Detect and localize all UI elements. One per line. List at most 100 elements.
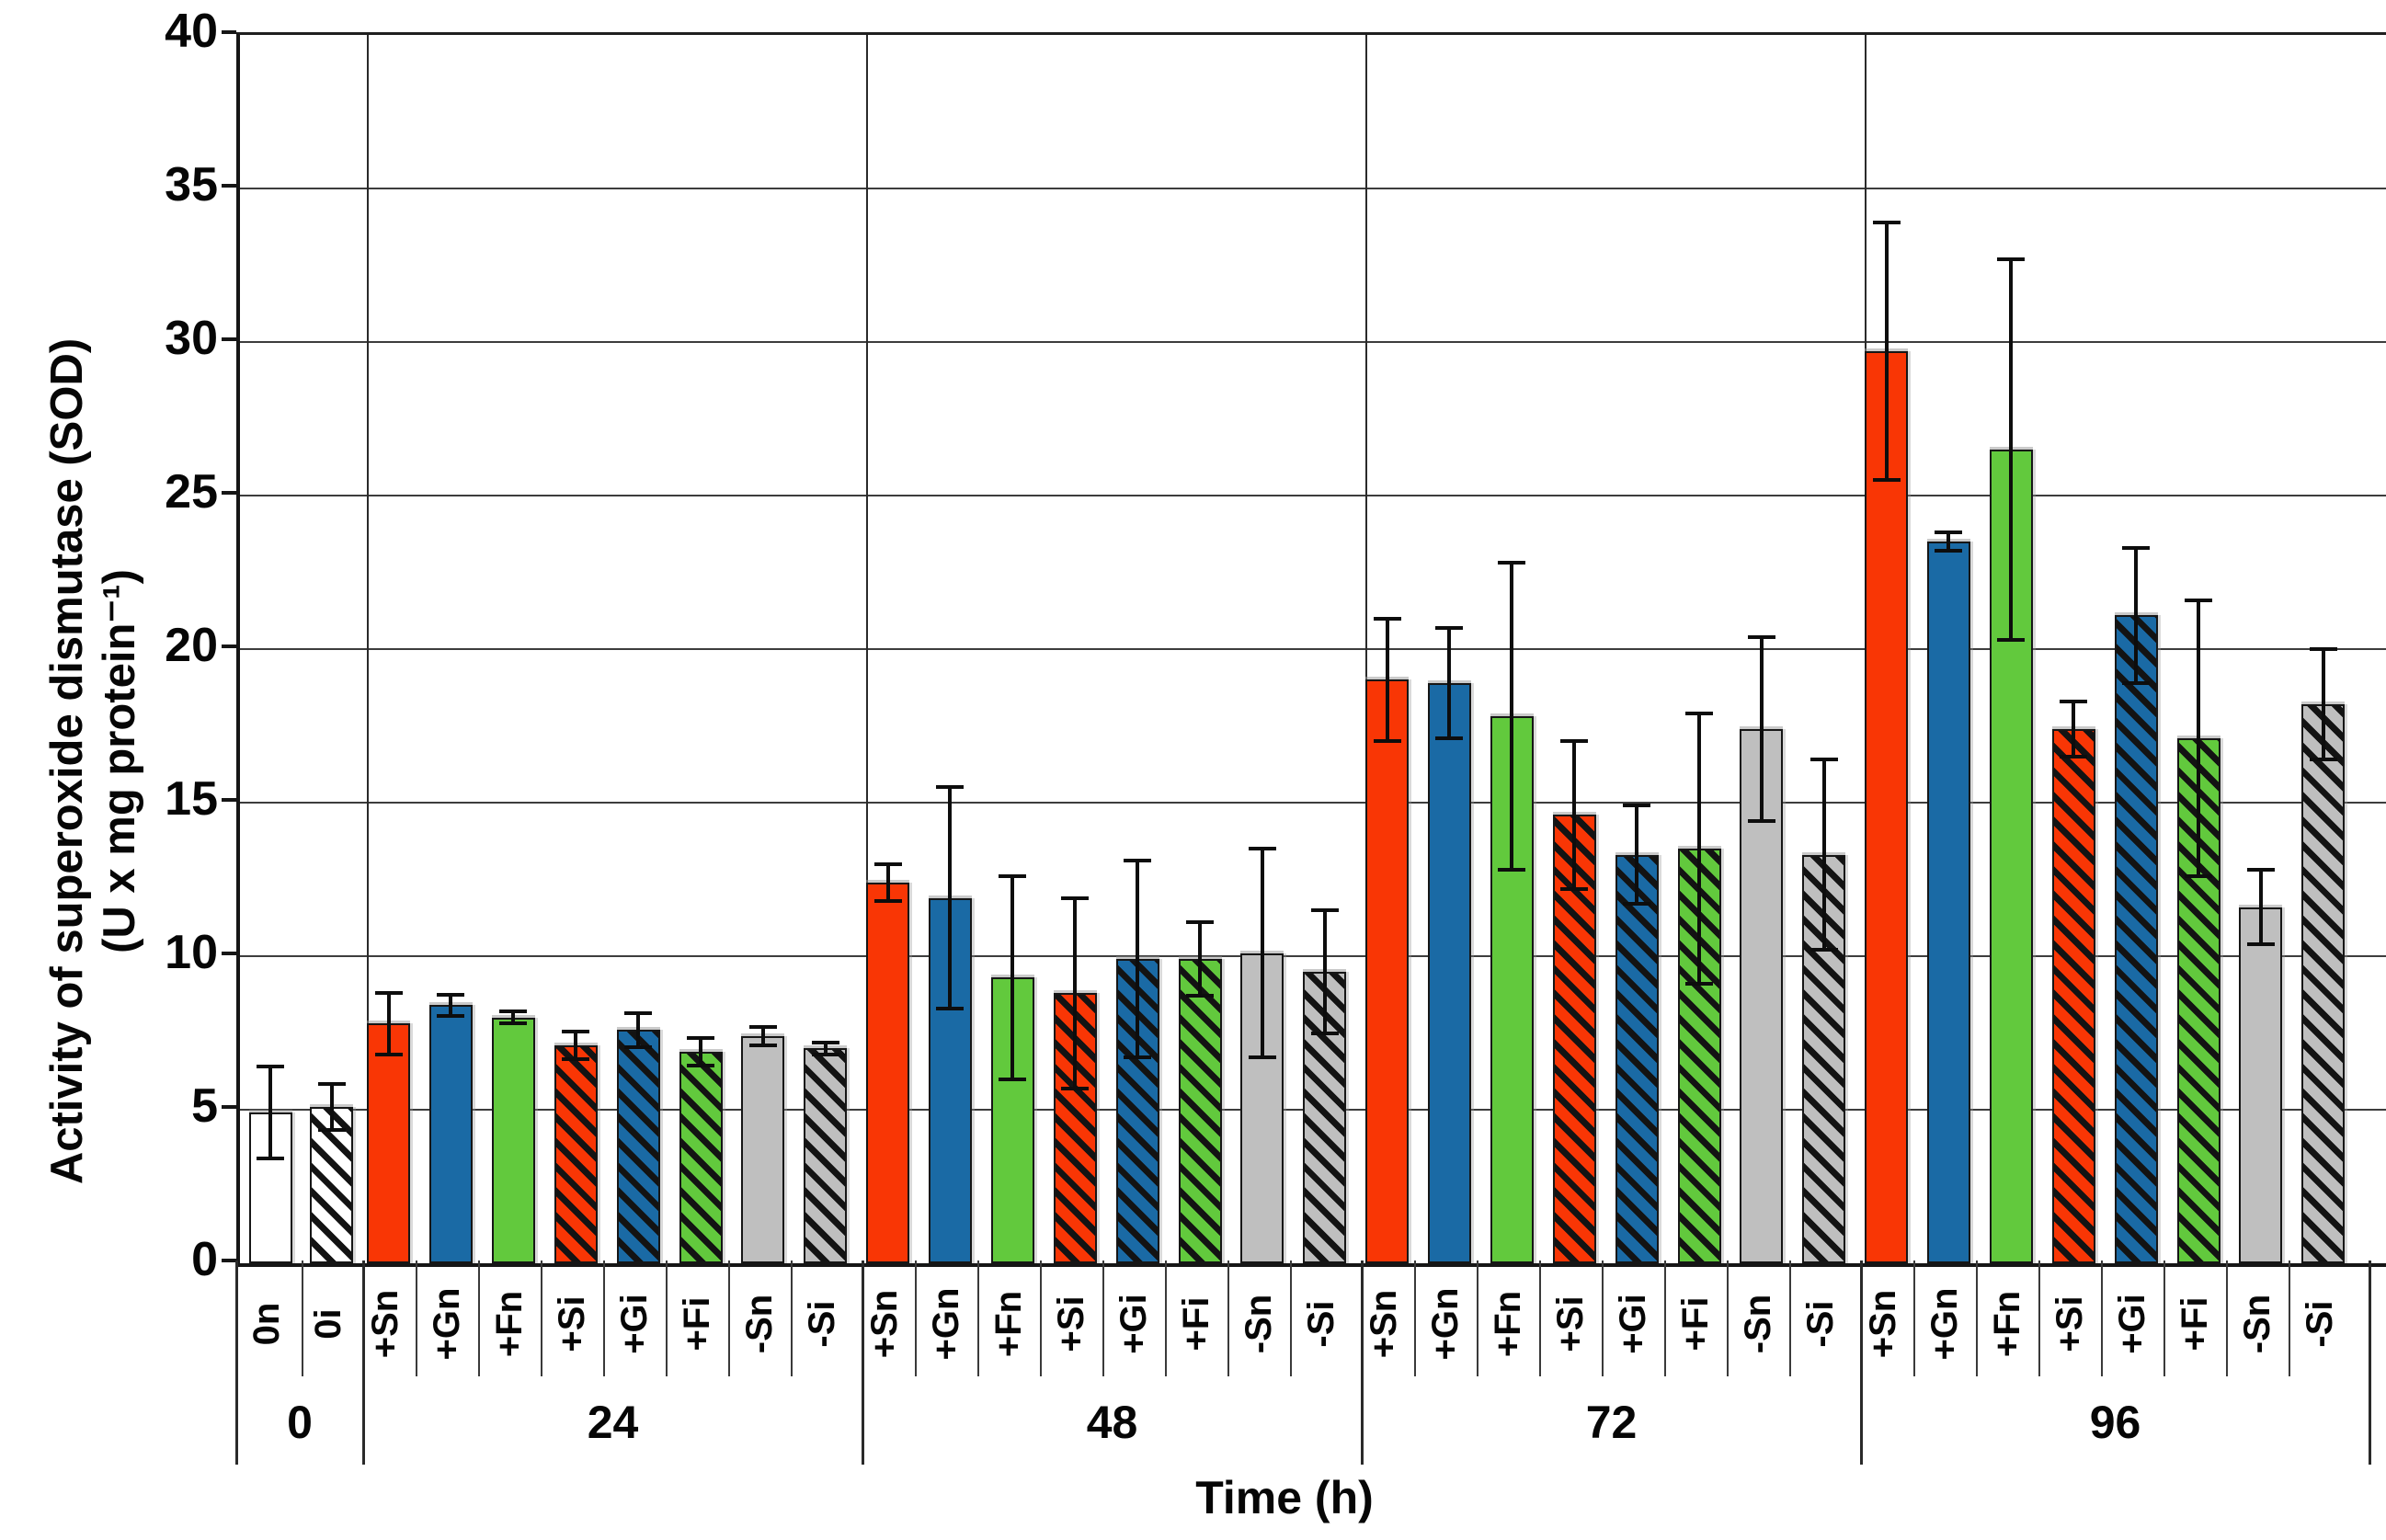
error-bar-stem: [1572, 741, 1577, 889]
bar-24h--Si: [804, 1048, 848, 1263]
error-bar-cap-top: [1623, 804, 1651, 808]
error-bar-cap-top: [1124, 859, 1152, 863]
error-bar-cap-bottom: [1997, 637, 2026, 642]
error-bar-stem: [2009, 258, 2014, 640]
gridline-y-25: [240, 495, 2386, 496]
plot-area: [236, 32, 2386, 1267]
group-separator: [866, 35, 868, 1263]
gridline-y-30: [240, 341, 2386, 343]
error-bar-cap-top: [2122, 545, 2151, 550]
x-cell-separator: [2288, 1261, 2290, 1376]
x-cell-separator: [1165, 1261, 1167, 1376]
error-bar-cap-top: [1435, 625, 1464, 630]
y-tick-label: 5: [191, 1079, 218, 1133]
x-group-label-24: 24: [587, 1397, 639, 1448]
bar-96h--Sn: [2239, 907, 2283, 1263]
y-tick-label: 0: [191, 1233, 218, 1286]
error-bar-cap-bottom: [748, 1043, 777, 1047]
bar-0h-0i: [310, 1106, 353, 1263]
error-bar-cap-top: [437, 992, 465, 997]
error-bar-cap-bottom: [2246, 941, 2275, 946]
bar-48h-+Fi: [1178, 959, 1222, 1263]
error-bar-cap-top: [873, 861, 902, 866]
gridline-y-20: [240, 648, 2386, 650]
error-bar-stem: [268, 1067, 272, 1159]
gridline-y-15: [240, 802, 2386, 804]
error-bar-cap-bottom: [2309, 758, 2337, 762]
error-bar-cap-bottom: [1809, 948, 1838, 953]
x-group-separator: [362, 1261, 365, 1465]
x-cell-separator: [1788, 1261, 1791, 1376]
error-bar-cap-bottom: [1498, 868, 1526, 873]
y-tick-label: 10: [165, 926, 218, 979]
bar-24h-+Gn: [428, 1005, 473, 1263]
error-bar-stem: [511, 1011, 516, 1024]
error-bar-cap-bottom: [2185, 874, 2212, 879]
error-bar-cap-top: [1186, 920, 1214, 925]
x-cell-separator: [302, 1261, 303, 1376]
error-bar-stem: [1697, 713, 1701, 985]
error-bar-cap-top: [1310, 907, 1339, 912]
error-bar-cap-top: [687, 1035, 714, 1040]
y-axis-title-line2: (U x mg protein⁻¹): [95, 569, 144, 953]
x-cell-separator: [1289, 1261, 1292, 1376]
y-tick-mark: [222, 30, 236, 34]
bar-96h-+Sn: [1865, 351, 1908, 1263]
x-cell-separator: [1664, 1261, 1666, 1376]
x-cell-separator: [1726, 1261, 1729, 1376]
error-bar-stem: [2197, 599, 2200, 877]
bar-48h-+Fn: [990, 977, 1034, 1263]
bar-24h-+Fn: [491, 1017, 535, 1263]
y-tick-label: 25: [165, 465, 218, 519]
y-tick-label: 40: [165, 5, 218, 58]
error-bar-stem: [885, 863, 890, 901]
error-bar-cap-top: [1809, 758, 1838, 762]
x-cell-separator: [977, 1261, 980, 1376]
error-bar-stem: [329, 1083, 334, 1130]
error-bar-cap-top: [624, 1010, 653, 1015]
x-group-separator: [862, 1261, 864, 1465]
error-bar-cap-bottom: [1435, 736, 1464, 740]
x-group-separator: [1860, 1261, 1863, 1465]
y-tick-mark: [222, 337, 236, 341]
x-cell-separator: [790, 1261, 793, 1376]
bar-96h-+Gn: [1926, 542, 1970, 1263]
bar-96h--Si: [2301, 704, 2346, 1263]
error-bar-stem: [1447, 627, 1452, 738]
error-bar-stem: [574, 1031, 578, 1059]
bar-24h-+Si: [554, 1044, 598, 1263]
x-cell-separator: [1602, 1261, 1604, 1376]
y-tick-mark: [222, 952, 236, 955]
error-bar-cap-bottom: [499, 1021, 528, 1026]
error-bar-stem: [2072, 701, 2076, 757]
error-bar-cap-bottom: [624, 1044, 653, 1049]
bar-72h-+Gi: [1615, 854, 1659, 1263]
error-bar-cap-top: [499, 1010, 528, 1014]
x-axis-title: Time (h): [1195, 1472, 1374, 1523]
error-bar-cap-bottom: [562, 1056, 590, 1061]
error-bar-cap-top: [2246, 868, 2275, 873]
y-tick-mark: [222, 184, 236, 188]
x-cell-separator: [1539, 1261, 1542, 1376]
y-tick-mark: [222, 798, 236, 802]
x-group-separator: [235, 1261, 238, 1465]
error-bar-cap-bottom: [257, 1157, 284, 1161]
error-bar-stem: [1385, 618, 1389, 742]
error-bar-stem: [1073, 897, 1078, 1089]
x-group-label-72: 72: [1585, 1397, 1638, 1448]
y-tick-mark: [222, 1105, 236, 1109]
error-bar-stem: [823, 1042, 828, 1055]
y-tick-label: 15: [165, 772, 218, 826]
bar-72h-+Sn: [1365, 679, 1409, 1263]
error-bar-cap-bottom: [1373, 739, 1401, 744]
error-bar-stem: [1260, 849, 1264, 1058]
error-bar-cap-bottom: [936, 1006, 965, 1010]
error-bar-cap-bottom: [2122, 680, 2151, 685]
x-cell-separator: [666, 1261, 668, 1376]
error-bar-cap-top: [999, 874, 1027, 879]
error-bar-cap-bottom: [687, 1063, 714, 1067]
error-bar-stem: [449, 994, 453, 1017]
error-bar-stem: [760, 1026, 765, 1045]
error-bar-cap-bottom: [374, 1052, 403, 1056]
